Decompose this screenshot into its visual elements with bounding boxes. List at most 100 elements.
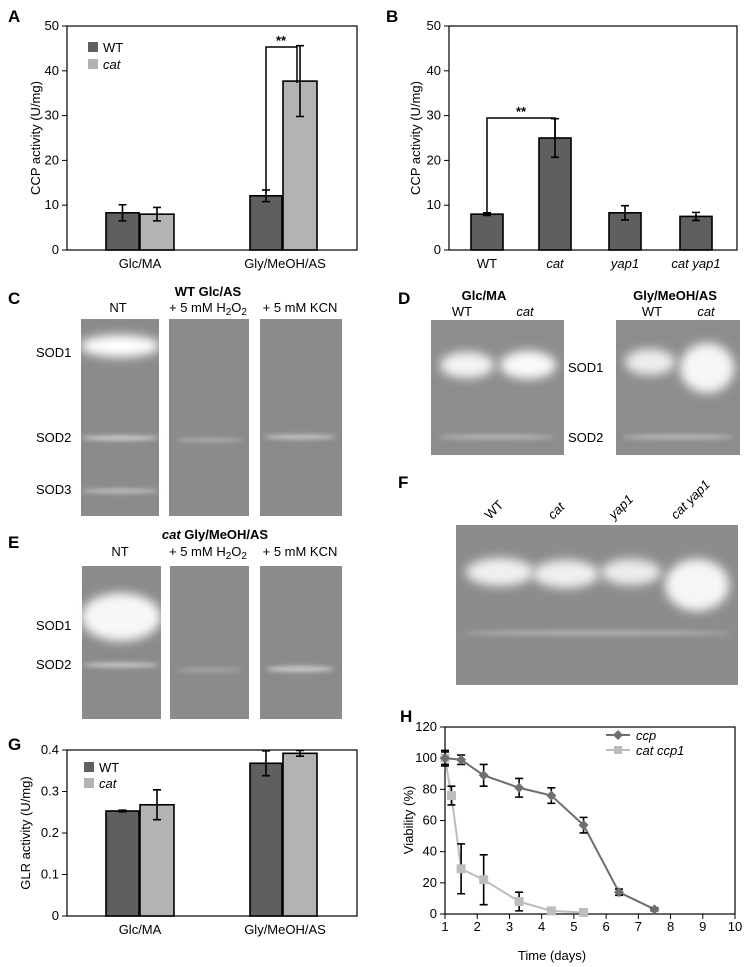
gel-e-band-sod2-h2o2: [176, 668, 242, 672]
legend-h-catccp1-label: cat ccp1: [636, 743, 684, 758]
chart-g-bars: [105, 749, 318, 917]
chart-a-errbar-1-0: [153, 206, 161, 222]
chart-b-errbar-0-2: [621, 204, 629, 221]
gel-c-band-label-2: SOD3: [36, 482, 71, 497]
chart-h-ytick-label-3: 60: [423, 813, 437, 828]
gel-f-band-wt: [466, 558, 534, 586]
panel-label-b: B: [386, 7, 398, 26]
chart-h-point-0-4: [546, 790, 557, 801]
gel-d-lane-3: cat: [697, 304, 716, 319]
gel-f-lane-3: cat yap1: [668, 477, 713, 522]
gel-c-lane-0: NT: [109, 300, 126, 315]
gel-d-lane-1: cat: [516, 304, 535, 319]
gel-e-band-label-0: SOD1: [36, 618, 71, 633]
chart-g: 0 0.1 0.2 0.3 0.4 GLR activity (U/mg) WT cat…: [18, 742, 358, 937]
gel-e-lane-img-1: [170, 566, 249, 719]
chart-h-ytick-label-4: 80: [423, 781, 437, 796]
gel-e-title: cat Gly/MeOH/AS: [162, 527, 269, 542]
panel-label-h: H: [400, 707, 412, 726]
chart-h-xtick-label-3: 4: [538, 919, 545, 934]
chart-a-frame: [66, 25, 358, 251]
legend-a-cat-swatch: [88, 59, 98, 69]
chart-g-ylabel: GLR activity (U/mg): [18, 776, 33, 889]
chart-h-point-1-1: [446, 791, 456, 801]
chart-h-ytick-label-1: 20: [423, 875, 437, 890]
chart-h-point-1-2: [456, 864, 466, 874]
chart-h-point-1-3: [479, 875, 489, 885]
chart-h-ylabel: Viability (%): [401, 786, 416, 854]
gel-e: cat Gly/MeOH/AS NT + 5 mM H2O2 + 5 mM KC…: [36, 527, 342, 719]
gel-d-lane-0: WT: [452, 304, 472, 319]
gel-d-band-sod1-cat: [500, 351, 556, 379]
chart-h-xtick-label-9: 10: [728, 919, 742, 934]
gel-d: Glc/MA Gly/MeOH/AS WT cat WT cat SOD1 SO…: [431, 288, 740, 455]
legend-g-wt-swatch: [84, 762, 94, 772]
chart-a-errbar-1-1: [296, 44, 304, 118]
gel-c-band-sod2: [82, 435, 158, 441]
chart-h-series-line-1: [444, 757, 584, 914]
chart-h-point-0-2: [478, 770, 489, 781]
gel-d-lane-2: WT: [642, 304, 662, 319]
gel-c-band-label-1: SOD2: [36, 430, 71, 445]
gel-d-group-1: Gly/MeOH/AS: [633, 288, 717, 303]
chart-g-bar-1-0: [139, 803, 175, 917]
chart-b-frame: [448, 25, 738, 251]
chart-h-xtick-label-5: 6: [602, 919, 609, 934]
gel-f-band-cat-yap1: [665, 559, 729, 611]
gel-c-lane-2: + 5 mM KCN: [263, 300, 338, 315]
chart-a-errbar-0-0: [118, 203, 127, 222]
chart-a-xtick-1: Gly/MeOH/AS: [244, 256, 326, 271]
chart-a-ytick-label-5: 50: [45, 18, 59, 33]
chart-b-y-axis: 0 10 20 30 40 50: [427, 18, 449, 257]
chart-a-ytick-label-2: 20: [45, 152, 59, 167]
chart-a-y-axis: 0 10 20 30 40 50: [45, 18, 67, 257]
chart-h-xtick-label-8: 9: [699, 919, 706, 934]
gel-f-band-lower: [463, 630, 731, 636]
gel-c-lane-img-2: [260, 319, 342, 516]
chart-b-significance: **: [516, 104, 527, 119]
legend-a-cat-label: cat: [103, 57, 122, 72]
chart-b-bar-0-3: [679, 215, 713, 251]
legend-a-wt-label: WT: [103, 40, 123, 55]
chart-h-point-0-1: [456, 754, 467, 765]
chart-b-significance-bracket: [486, 117, 556, 212]
gel-c-band-sod1: [80, 335, 160, 357]
panel-label-g: G: [8, 735, 21, 754]
gel-e-lane-2: + 5 mM KCN: [263, 544, 338, 559]
chart-h-point-0-7: [649, 904, 660, 915]
gel-d-band-sod1-wt: [440, 352, 494, 378]
gel-d-band-sod2-2: [622, 434, 734, 440]
legend-h-ccp-marker: [613, 730, 623, 740]
chart-b: 0 10 20 30 40 50 CCP activity (U/mg) ** WT ca…: [408, 18, 738, 271]
gel-c-lane-img-1: [169, 319, 249, 516]
chart-h-xlabel: Time (days): [518, 948, 586, 963]
chart-g-errbar-0-0: [118, 809, 127, 813]
chart-h-ytick-label-0: 0: [430, 906, 437, 921]
chart-g-bar-0-0: [105, 810, 140, 917]
gel-d-band-sod1-cat2: [680, 343, 734, 393]
gel-d-band-label-1: SOD2: [568, 430, 603, 445]
gel-c-band-label-0: SOD1: [36, 345, 71, 360]
chart-b-ytick-label-5: 50: [427, 18, 441, 33]
gel-f-lane-2: yap1: [605, 492, 636, 523]
gel-c-band-sod3: [82, 488, 158, 494]
chart-g-xtick-0: Glc/MA: [119, 922, 162, 937]
chart-a-bar-0-1: [249, 194, 283, 251]
legend-g-cat-swatch: [84, 778, 94, 788]
chart-g-bar-0-1: [249, 762, 283, 917]
gel-e-band-sod2: [83, 662, 159, 668]
chart-h-point-1-6: [579, 907, 589, 917]
chart-a-ytick-label-0: 0: [52, 242, 59, 257]
gel-e-band-label-1: SOD2: [36, 657, 71, 672]
chart-h-point-0-0: [440, 753, 450, 764]
chart-g-ytick-label-2: 0.2: [41, 825, 59, 840]
chart-h-point-0-3: [514, 782, 525, 793]
chart-h: 0 20 40 60 80 100 120 1 2 3 4 5 6 7 8 9 10 Viability (%)…: [401, 719, 742, 963]
gel-c: WT Glc/AS NT + 5 mM H2O2 + 5 mM KCN SOD1…: [36, 284, 342, 516]
chart-b-bar-0-0: [470, 213, 504, 251]
chart-g-ytick-label-4: 0.4: [41, 742, 59, 757]
chart-a: 0 10 20 30 40 50 CCP activity (U/mg) WT cat *…: [28, 18, 358, 271]
gel-f: WT cat yap1 cat yap1: [456, 477, 738, 685]
gel-d-band-sod1-wt2: [625, 349, 675, 375]
